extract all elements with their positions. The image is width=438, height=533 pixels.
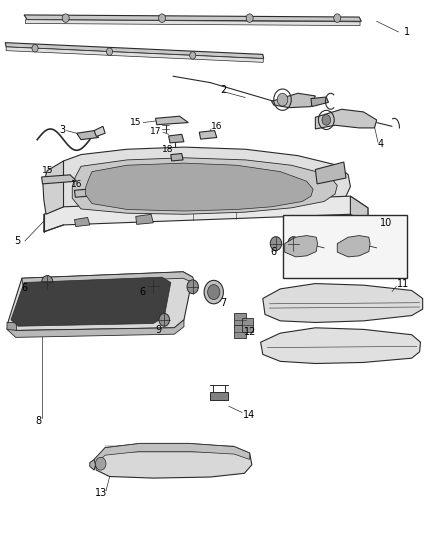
Polygon shape <box>199 131 217 139</box>
Circle shape <box>277 93 288 106</box>
Polygon shape <box>11 277 171 326</box>
Polygon shape <box>234 325 246 338</box>
Polygon shape <box>272 93 315 108</box>
Text: 3: 3 <box>59 125 65 134</box>
Text: 9: 9 <box>155 326 162 335</box>
Text: 6: 6 <box>139 287 145 297</box>
Circle shape <box>159 14 166 22</box>
Polygon shape <box>315 162 346 184</box>
Circle shape <box>159 313 170 326</box>
Circle shape <box>62 14 69 22</box>
Circle shape <box>95 457 106 470</box>
Text: 6: 6 <box>21 283 27 293</box>
Polygon shape <box>42 175 77 184</box>
Circle shape <box>334 14 341 22</box>
Bar <box>283 215 407 278</box>
Text: 16: 16 <box>211 123 223 131</box>
Polygon shape <box>350 196 368 224</box>
Circle shape <box>148 279 159 293</box>
Polygon shape <box>234 313 246 327</box>
Text: 7: 7 <box>220 298 226 308</box>
Polygon shape <box>90 459 95 470</box>
Text: 6: 6 <box>271 247 277 256</box>
Polygon shape <box>337 236 370 257</box>
Circle shape <box>106 48 113 55</box>
Text: 14: 14 <box>243 410 255 419</box>
Polygon shape <box>5 43 264 59</box>
Polygon shape <box>261 328 420 364</box>
Polygon shape <box>94 126 105 136</box>
Polygon shape <box>155 116 188 125</box>
Polygon shape <box>94 443 252 478</box>
Text: 10: 10 <box>380 218 392 228</box>
Circle shape <box>208 285 220 300</box>
Polygon shape <box>263 284 423 322</box>
Text: 2: 2 <box>220 85 226 94</box>
Polygon shape <box>85 163 313 211</box>
Polygon shape <box>210 392 228 400</box>
Text: 15: 15 <box>42 166 54 175</box>
Text: 5: 5 <box>14 236 21 246</box>
Polygon shape <box>25 20 360 26</box>
Circle shape <box>204 280 223 304</box>
Text: 11: 11 <box>397 279 409 288</box>
Polygon shape <box>169 134 184 143</box>
Polygon shape <box>315 109 377 129</box>
Text: 15: 15 <box>130 118 141 127</box>
Text: 18: 18 <box>162 145 173 154</box>
Polygon shape <box>57 147 350 219</box>
Polygon shape <box>74 217 90 227</box>
Polygon shape <box>43 161 64 214</box>
Polygon shape <box>94 443 250 465</box>
Text: 13: 13 <box>95 488 107 498</box>
Text: 12: 12 <box>244 327 257 336</box>
Circle shape <box>32 44 38 52</box>
Polygon shape <box>74 189 96 197</box>
Circle shape <box>42 276 53 289</box>
Circle shape <box>288 237 299 251</box>
Polygon shape <box>7 322 17 330</box>
Polygon shape <box>24 15 361 21</box>
Polygon shape <box>171 154 183 161</box>
Polygon shape <box>22 272 195 285</box>
Polygon shape <box>8 272 193 330</box>
Polygon shape <box>242 318 253 332</box>
Polygon shape <box>6 47 263 62</box>
Polygon shape <box>7 320 184 337</box>
Polygon shape <box>44 196 368 232</box>
Polygon shape <box>77 131 99 140</box>
Text: 1: 1 <box>404 27 410 37</box>
Circle shape <box>246 14 253 22</box>
Text: 4: 4 <box>377 139 383 149</box>
Text: 16: 16 <box>71 180 82 189</box>
Circle shape <box>270 237 282 251</box>
Circle shape <box>322 115 331 125</box>
Polygon shape <box>136 214 153 224</box>
Text: 17: 17 <box>150 127 161 135</box>
Polygon shape <box>285 236 318 257</box>
Polygon shape <box>311 97 328 107</box>
Text: 8: 8 <box>35 416 42 426</box>
Polygon shape <box>72 158 337 214</box>
Circle shape <box>187 280 198 294</box>
Circle shape <box>190 52 196 59</box>
